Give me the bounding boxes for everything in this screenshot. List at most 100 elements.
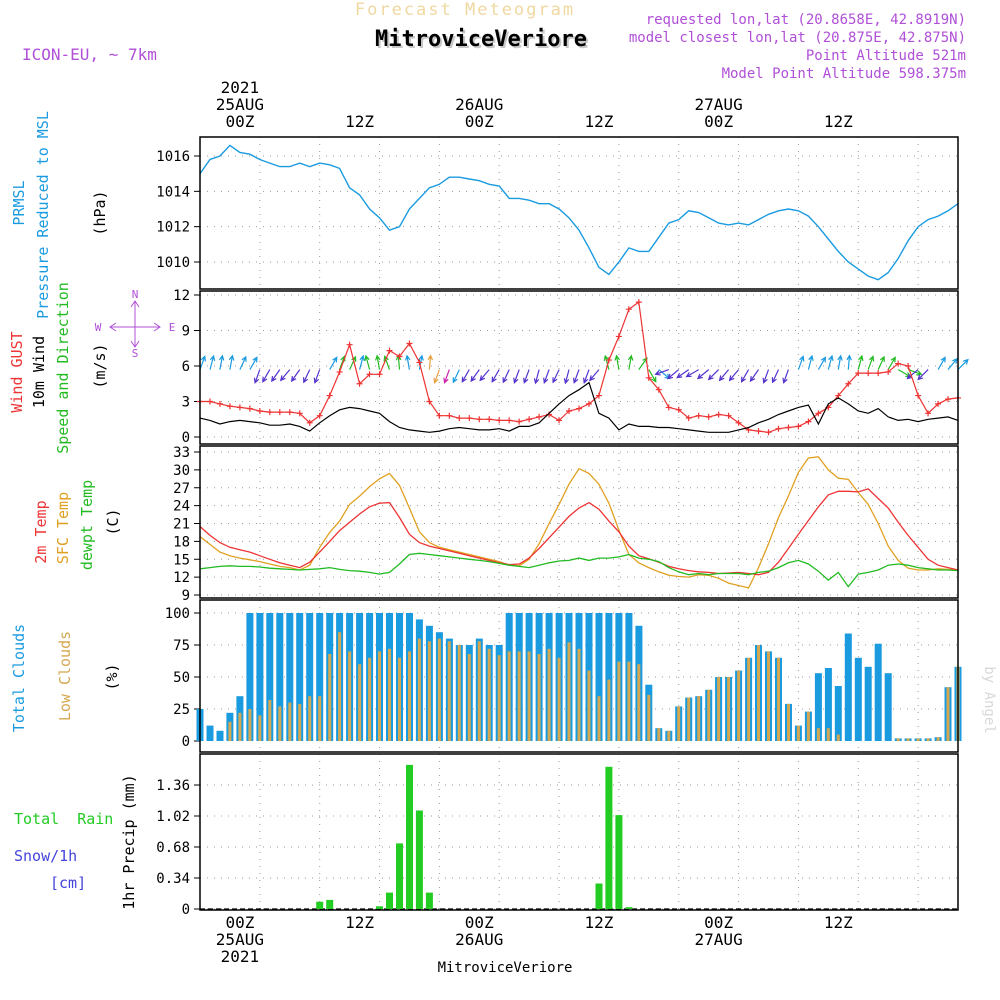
wind-direction-arrow (749, 369, 759, 383)
wind-direction-arrow (807, 354, 814, 370)
low-clouds-bar (457, 645, 461, 741)
gust-point (875, 370, 882, 377)
footer-location: MitroviceVeriore (438, 960, 573, 976)
low-clouds-bar (268, 700, 272, 741)
wind-direction-arrow (563, 369, 570, 385)
gust-point (795, 423, 802, 430)
wind-direction-arrow (648, 369, 657, 383)
total-clouds-bar (605, 613, 613, 741)
low-clouds-bar (647, 694, 651, 741)
rain-bar (396, 843, 403, 909)
wind-direction-arrow (906, 369, 919, 380)
gust-point (655, 386, 662, 393)
wind-direction-arrow (364, 354, 371, 370)
time-label: 26AUG (455, 930, 503, 949)
rain-bar (425, 892, 433, 909)
gust-point (366, 371, 373, 378)
gust-point (715, 411, 722, 418)
point-altitude: Point Altitude 521m (806, 48, 966, 64)
clouds-panel: 0 25 50 75 100 (165, 599, 962, 753)
low-clouds-bar (507, 651, 511, 741)
faint-title: Forecast Meteogram (355, 0, 575, 20)
low-clouds-bar (258, 715, 262, 741)
gust-point (266, 409, 273, 416)
wind-direction-arrow (627, 354, 634, 370)
total-clouds-bar (595, 613, 603, 741)
gust-point (416, 359, 423, 366)
low-clouds-bar (826, 728, 830, 741)
low-clouds-bar (816, 728, 820, 741)
wind-direction-arrow (947, 357, 958, 370)
low-clouds-bar (238, 712, 242, 741)
wind-direction-arrow (209, 354, 216, 370)
low-clouds-bar (926, 738, 930, 741)
low-clouds-bar (667, 730, 671, 741)
wind-direction-arrow (771, 369, 780, 384)
gust-point (895, 360, 902, 367)
wind-direction-arrow (443, 369, 450, 384)
low-clouds-bar (338, 632, 342, 741)
wind-direction-arrow (552, 369, 560, 384)
low-clouds-bar (787, 703, 790, 741)
precip-panel: 0 0.34 0.68 1.02 1.36 (156, 753, 959, 918)
gust-point (406, 340, 413, 347)
low-clouds-bar (747, 657, 751, 741)
wind-direction-arrow (762, 369, 770, 384)
total-clouds-bar (824, 668, 832, 741)
total-clouds-bar (256, 613, 264, 741)
wind-direction-arrow (573, 369, 580, 384)
low-clouds-bar (328, 654, 332, 741)
requested-coordinates: requested lon,lat (20.8658E, 42.8919N) (646, 12, 966, 28)
time-label: 12Z (584, 913, 613, 932)
low-clouds-bar (368, 657, 372, 741)
low-clouds-bar (896, 738, 900, 741)
ytick-label: 3 (182, 395, 190, 411)
total-clouds-bar (306, 613, 314, 741)
low-clouds-bar (657, 728, 661, 741)
gust-point (216, 400, 223, 407)
gust-point (356, 380, 363, 387)
gust-point (536, 413, 543, 420)
ytick-label: 1.36 (156, 778, 190, 794)
gust-point (615, 333, 622, 340)
wind-panel-labels: Wind GUST 10m Wind Speed and Direction (… (8, 282, 175, 454)
wind-direction-arrow (395, 354, 402, 370)
time-label: 25AUG (216, 930, 264, 949)
compass-s: S (132, 347, 139, 360)
gust-point (296, 410, 303, 417)
wind-direction-arrow (513, 369, 520, 384)
wind-speed-line (199, 381, 959, 433)
gust-point (925, 410, 932, 417)
total-clouds-bar (276, 613, 284, 741)
low-clouds-bar (916, 738, 920, 741)
compass-arrows (109, 300, 161, 348)
temp-2m-label: 2m Temp (32, 500, 50, 563)
ytick-label: 6 (182, 359, 190, 375)
gust-point (256, 407, 263, 414)
ytick-label: 25 (173, 702, 190, 718)
wind-unit-label: (m/s) (91, 343, 109, 388)
low-clouds-bar (388, 648, 391, 741)
wind-direction-arrow (589, 369, 600, 382)
pressure-panel-labels: PRMSL Pressure Reduced to MSL (hPa) (10, 111, 109, 319)
low-clouds-bar (557, 657, 561, 741)
ytick-label: 0.68 (156, 840, 190, 856)
low-clouds-bar (288, 702, 292, 741)
low-clouds-bar (707, 689, 711, 741)
gust-point (705, 413, 712, 420)
wind-direction-arrow (479, 369, 490, 382)
wind-direction-arrow (728, 369, 740, 382)
gust-point (585, 400, 592, 407)
low-clouds-bar (697, 696, 701, 741)
pressure-panel: 1010 1012 1014 1016 (156, 136, 959, 290)
gust-point (446, 412, 453, 419)
rain-bar (415, 810, 423, 909)
low-clouds-bar (318, 696, 322, 741)
gust-point (935, 400, 942, 407)
wind-direction-arrow (239, 355, 247, 370)
wind-direction-arrow (654, 369, 670, 376)
wind-frame (199, 290, 959, 445)
low-clouds-bar (348, 651, 352, 741)
wind-direction-arrow (603, 354, 610, 370)
